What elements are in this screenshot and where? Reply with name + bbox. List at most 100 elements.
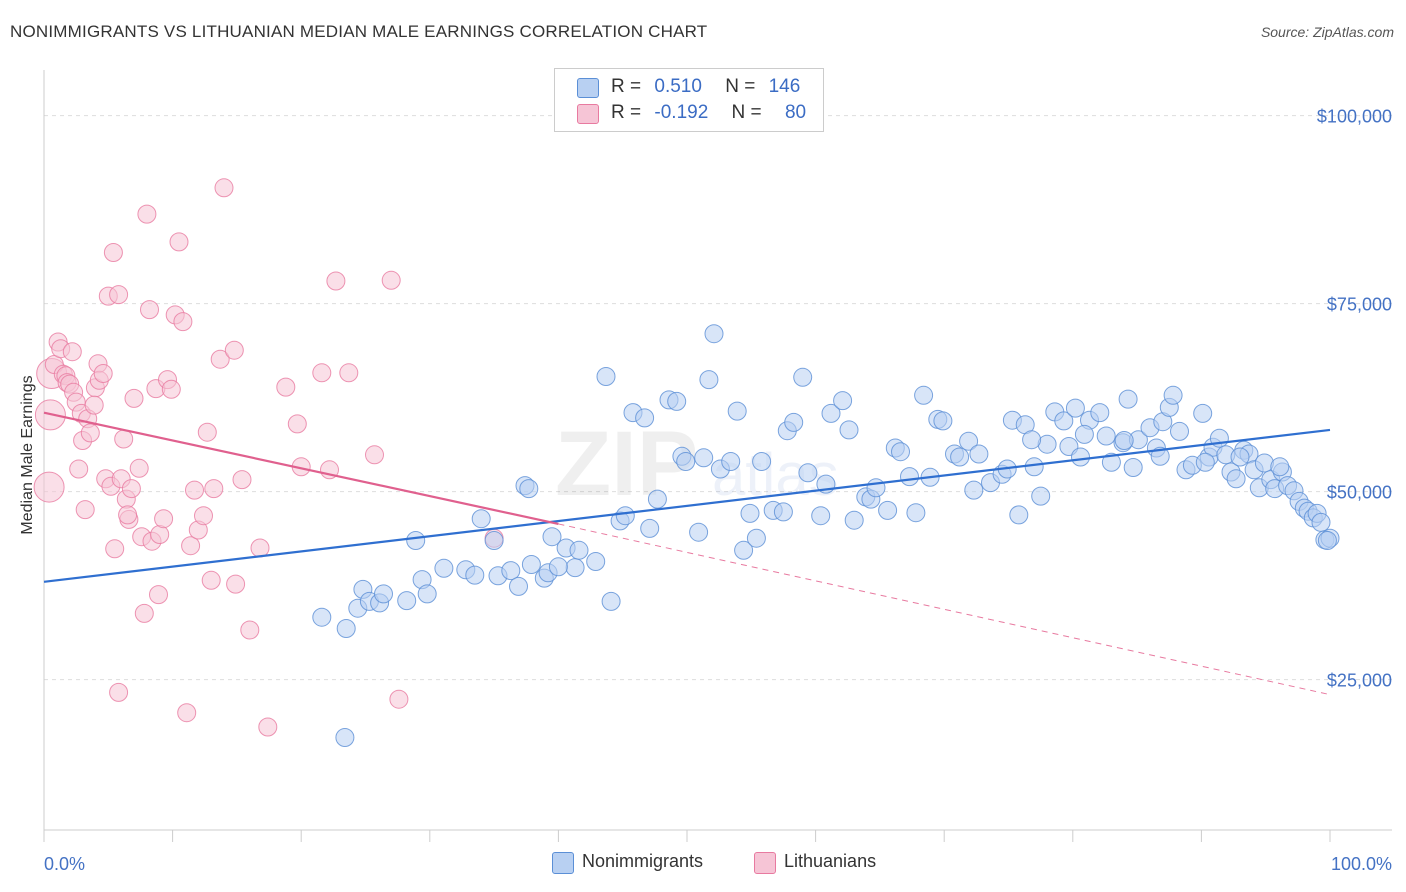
lithuanian-point <box>194 506 213 526</box>
lithuanians-trend-extension <box>558 523 1331 696</box>
nonimmigrant-point <box>969 444 989 464</box>
legend-label: Nonimmigrants <box>582 851 704 871</box>
nonimmigrant-point <box>964 480 984 500</box>
nonimmigrant-point <box>635 408 655 428</box>
lithuanian-point <box>381 270 401 290</box>
series-lithuanians <box>33 178 504 737</box>
nonimmigrant-point <box>699 370 719 390</box>
chart-title: NONIMMIGRANTS VS LITHUANIAN MEDIAN MALE … <box>10 22 708 41</box>
y-tick-label: $50,000 <box>1327 483 1392 503</box>
nonimmigrant-point <box>586 552 606 571</box>
nonimmigrant-point <box>434 558 454 578</box>
nonimmigrant-point <box>1022 430 1042 450</box>
lithuanian-point <box>80 423 100 443</box>
correlation-legend: R = 0.510 N = 146 R = -0.192 N = 80 <box>554 68 824 132</box>
lithuanian-point <box>197 422 217 442</box>
nonimmigrant-point <box>1065 398 1085 418</box>
nonimmigrant-point <box>694 448 714 468</box>
lithuanian-point <box>62 342 82 362</box>
nonimmigrant-point <box>484 531 504 550</box>
nonimmigrant-point <box>676 452 696 471</box>
watermark-atlas: atlas <box>712 441 839 508</box>
nonimmigrant-point <box>950 447 970 467</box>
legend-swatch-pink <box>754 852 776 874</box>
legend-n-label: N = <box>731 102 762 123</box>
lithuanian-point <box>258 717 278 737</box>
nonimmigrant-point <box>1031 486 1051 506</box>
trend-lines <box>43 411 1331 696</box>
lithuanian-point <box>154 509 174 529</box>
nonimmigrant-point <box>811 506 831 526</box>
lithuanian-point <box>109 682 129 702</box>
nonimmigrant-point <box>335 728 355 747</box>
nonimmigrant-point <box>704 324 724 344</box>
legend-r-value: 0.510 <box>654 76 702 97</box>
nonimmigrant-point <box>501 561 521 581</box>
nonimmigrant-point <box>833 391 853 411</box>
lithuanian-point <box>69 459 89 479</box>
nonimmigrant-point <box>1230 447 1250 467</box>
x-tick-labels: 0.0% 100.0% <box>44 854 1392 874</box>
nonimmigrant-point <box>565 558 585 578</box>
nonimmigrant-point <box>374 584 393 604</box>
nonimmigrant-point <box>784 412 804 432</box>
lithuanian-point <box>240 620 260 640</box>
nonimmigrant-point <box>465 565 485 585</box>
lithuanian-point <box>181 536 201 556</box>
lithuanian-point <box>389 689 409 709</box>
lithuanian-point <box>312 363 332 383</box>
nonimmigrant-point <box>1009 505 1029 525</box>
legend-n-value: 80 <box>784 102 807 123</box>
nonimmigrant-point <box>1101 452 1121 472</box>
nonimmigrants-trend-line <box>43 428 1331 583</box>
nonimmigrant-point <box>1270 457 1290 477</box>
lithuanian-point <box>161 379 181 399</box>
lithuanian-point <box>84 395 104 415</box>
nonimmigrant-point <box>1074 424 1094 444</box>
y-tick-label: $75,000 <box>1327 295 1392 315</box>
x-tick-label: 0.0% <box>44 854 85 874</box>
lithuanian-point <box>137 204 157 224</box>
nonimmigrant-point <box>1195 452 1215 472</box>
legend-n-label: N = <box>725 76 756 97</box>
nonimmigrant-point <box>548 557 568 577</box>
nonimmigrant-point <box>1193 403 1213 423</box>
nonimmigrant-point <box>689 522 709 542</box>
lithuanian-point <box>169 232 189 252</box>
y-tick-label: $100,000 <box>1317 107 1392 127</box>
legend-label: Lithuanians <box>784 851 877 871</box>
series-nonimmigrants <box>312 324 1340 747</box>
lithuanian-point <box>232 470 252 490</box>
nonimmigrant-point <box>746 528 766 548</box>
lithuanian-point <box>214 178 234 198</box>
lithuanian-point <box>150 525 170 544</box>
nonimmigrant-point <box>844 510 864 530</box>
legend-n-value: 146 <box>768 76 801 97</box>
nonimmigrant-point <box>721 452 741 471</box>
lithuanian-point <box>149 585 168 605</box>
nonimmigrant-point <box>734 540 754 560</box>
lithuanian-point <box>129 458 149 478</box>
nonimmigrant-point <box>1118 389 1138 409</box>
lithuanian-point <box>339 363 359 383</box>
nonimmigrant-point <box>312 607 332 627</box>
nonimmigrant-point <box>601 591 621 611</box>
y-tick-label: $25,000 <box>1327 671 1392 691</box>
nonimmigrant-point <box>900 467 919 487</box>
lithuanian-point <box>250 538 270 558</box>
lithuanian-point <box>33 471 65 503</box>
axes <box>43 70 1392 842</box>
nonimmigrant-point <box>866 478 886 498</box>
nonimmigrant-point <box>727 401 747 421</box>
nonimmigrant-point <box>793 367 813 387</box>
nonimmigrant-point <box>914 385 934 405</box>
lithuanian-point <box>103 243 123 262</box>
nonimmigrant-point <box>821 403 841 423</box>
nonimmigrant-point <box>1096 426 1116 446</box>
x-tick-label: 100.0% <box>1331 854 1392 874</box>
lithuanian-point <box>226 574 246 594</box>
legend-swatch-pink <box>577 104 599 124</box>
lithuanian-point <box>210 349 230 369</box>
nonimmigrant-point <box>1150 446 1170 466</box>
